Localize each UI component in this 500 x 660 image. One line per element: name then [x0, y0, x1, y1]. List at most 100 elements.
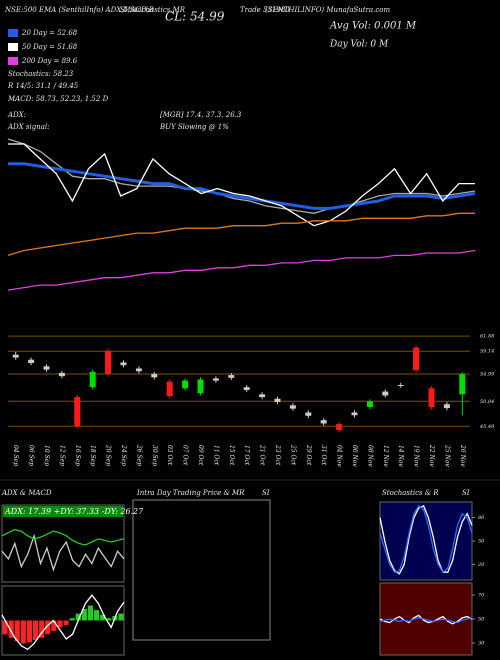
annotation: R 14/5: 31.1 / 49.45: [7, 82, 79, 90]
candle-body: [366, 401, 373, 407]
x-tick-label: 29 Oct: [305, 444, 312, 466]
x-tick-label: 22 Nov: [428, 444, 435, 467]
series-line: [8, 143, 475, 227]
panel-subtitle: ADX: 17.39 +DY: 37.33 -DY: 26.27: [4, 507, 144, 516]
y-tick-label: 59.14: [480, 349, 494, 355]
annotation: (SENTHILINFO) MunafaSutra.com: [265, 6, 391, 14]
x-tick-label: 25 Oct: [289, 444, 296, 466]
panel-subtitle: SI: [262, 489, 270, 497]
x-tick-label: 16 Sep: [74, 445, 81, 466]
x-tick-label: 20 Sep: [105, 444, 112, 466]
x-tick-label: 03 Oct: [166, 445, 173, 466]
intraday-box: [132, 499, 271, 641]
annotation: BUY Slowing @ 1%: [159, 123, 229, 131]
series-line: [379, 505, 473, 575]
y-tick-label: 54.99: [480, 372, 495, 378]
candle-body: [443, 404, 450, 409]
annotation: SI,Stochastics,MR: [120, 6, 186, 14]
x-tick-label: 09 Oct: [197, 445, 204, 466]
bar: [94, 610, 100, 621]
annotation: 200 Day = 89.6: [21, 57, 78, 65]
candle-body: [197, 379, 204, 394]
annotation: MACD: 58.73, 52.23, 1.52 D: [7, 95, 109, 103]
bar: [57, 620, 63, 628]
candle-body: [320, 420, 327, 424]
y-tick-label: 61.88: [480, 334, 494, 340]
x-tick-label: 31 Oct: [320, 445, 327, 466]
series-line: [1, 528, 125, 546]
bar: [33, 620, 39, 641]
y-tick-label: 50: [478, 617, 485, 623]
legend-swatch: [8, 43, 18, 51]
candle-body: [289, 405, 296, 409]
candle-body: [58, 372, 65, 377]
x-tick-label: 26 Sep: [135, 444, 142, 466]
x-tick-label: 25 Nov: [443, 444, 450, 467]
y-tick-label: 80: [478, 515, 485, 521]
annotation: 20 Day = 52.68: [21, 29, 78, 37]
y-tick-label: 20: [477, 562, 485, 568]
candle-body: [151, 374, 158, 378]
annotation: NSE:500 EMA (SenthilInfo) ADX,MACD,B: [4, 6, 154, 14]
annotation: Stochastics: 58.23: [8, 70, 74, 78]
candle-body: [105, 350, 112, 374]
x-tick-label: 12 Sep: [58, 445, 65, 466]
bar: [51, 620, 57, 631]
bar: [100, 614, 106, 621]
x-tick-label: 04 Sep: [12, 445, 19, 466]
panel-title: ADX & MACD: [1, 489, 52, 497]
subtitle-box: [3, 506, 123, 517]
y-tick-label: 70: [478, 593, 485, 599]
annotation: ADX:: [7, 111, 26, 119]
candle-body: [382, 391, 389, 396]
candle-body: [28, 359, 35, 363]
y-tick-label: 50: [478, 539, 485, 545]
bar: [63, 620, 69, 626]
candle-body: [259, 394, 266, 398]
candle-body: [413, 347, 420, 371]
y-tick-label: 30: [478, 641, 485, 647]
bar: [69, 618, 75, 621]
bar: [20, 620, 26, 644]
candle-body: [397, 385, 404, 386]
x-tick-label: 08 Nov: [366, 445, 373, 467]
bar: [2, 620, 8, 635]
candle-body: [351, 412, 358, 416]
x-tick-label: 21 Oct: [259, 444, 266, 466]
bar: [8, 620, 14, 638]
bar: [45, 620, 51, 635]
candle-body: [243, 387, 250, 390]
x-tick-label: 26 Nov: [459, 444, 466, 467]
panel-subtitle: SI: [462, 489, 470, 497]
candle-body: [212, 378, 219, 381]
x-tick-label: 14 Nov: [397, 445, 404, 467]
bar: [14, 620, 20, 642]
annotation: CL: 54.99: [165, 10, 225, 24]
x-tick-label: 30 Sep: [151, 445, 158, 466]
candle-body: [305, 412, 312, 416]
series-line: [7, 249, 476, 291]
x-tick-label: 12 Nov: [382, 445, 389, 467]
x-tick-label: 18 Sep: [89, 445, 96, 466]
x-tick-label: 15 Oct: [228, 445, 235, 466]
bar: [87, 605, 93, 621]
candle-body: [336, 424, 343, 431]
annotation: Day Vol: 0 M: [329, 40, 389, 50]
series-line: [7, 212, 475, 257]
bar: [75, 613, 81, 621]
y-tick-label: 50.04: [480, 399, 494, 405]
candle-body: [89, 371, 96, 388]
candle-body: [135, 368, 142, 372]
panel-background: [1, 504, 125, 583]
bar: [39, 620, 45, 638]
x-tick-label: 04 Nov: [336, 445, 343, 467]
x-tick-label: 06 Nov: [351, 445, 358, 467]
candle-body: [43, 366, 50, 370]
x-tick-label: 06 Sep: [28, 445, 35, 466]
candle-body: [274, 398, 281, 403]
candle-body: [182, 380, 189, 389]
candle-body: [228, 375, 235, 378]
annotation: ADX signal:: [7, 123, 49, 131]
